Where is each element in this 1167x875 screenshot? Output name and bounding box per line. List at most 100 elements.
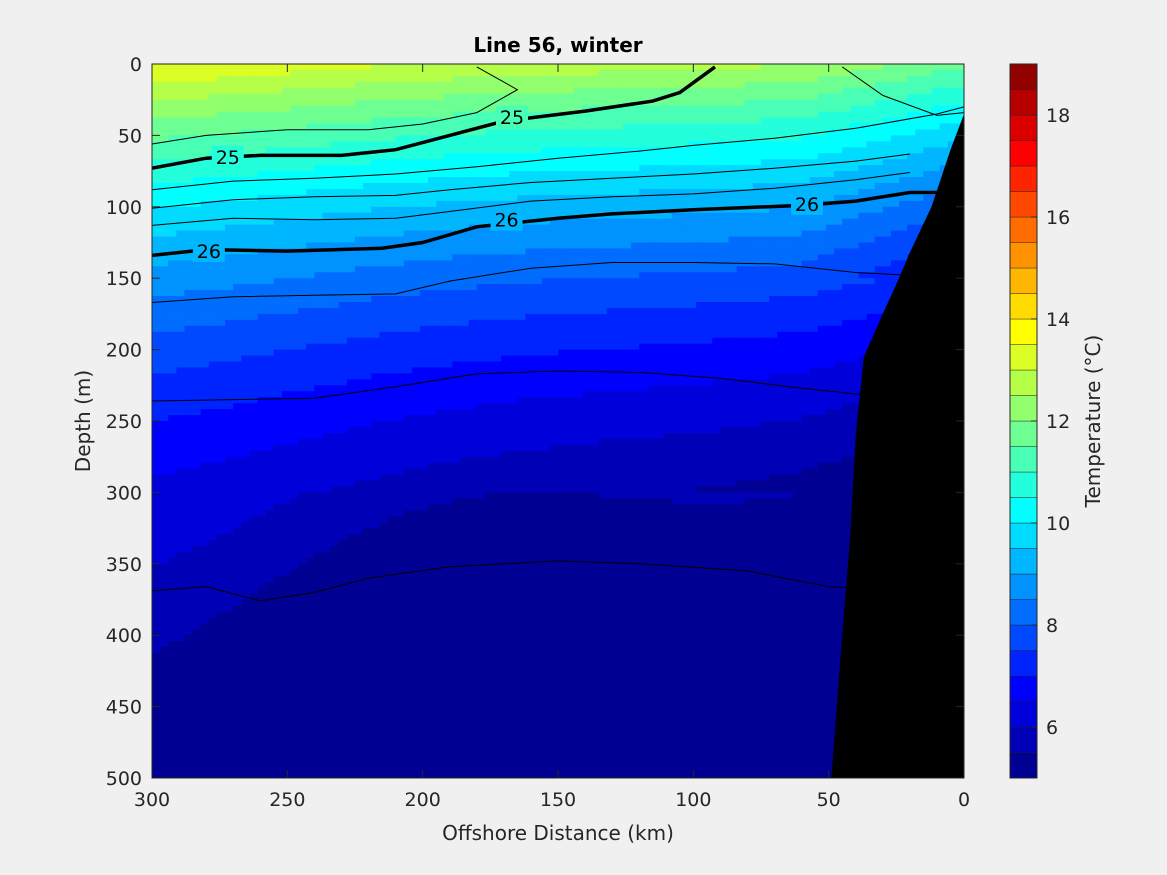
temperature-cell bbox=[444, 325, 454, 333]
temperature-cell bbox=[460, 87, 470, 95]
temperature-cell bbox=[379, 397, 389, 404]
temperature-cell bbox=[241, 629, 251, 636]
temperature-cell bbox=[363, 313, 372, 321]
temperature-cell bbox=[363, 415, 372, 422]
temperature-cell bbox=[403, 373, 413, 380]
temperature-cell bbox=[306, 218, 315, 226]
temperature-cell bbox=[265, 129, 275, 136]
temperature-cell bbox=[411, 480, 421, 488]
temperature-cell bbox=[484, 194, 494, 202]
temperature-cell bbox=[314, 659, 324, 666]
temperature-cell bbox=[346, 456, 356, 464]
temperature-cell bbox=[330, 224, 340, 232]
temperature-cell bbox=[152, 403, 161, 410]
temperature-cell bbox=[387, 296, 397, 303]
temperature-cell bbox=[265, 492, 275, 499]
temperature-cell bbox=[338, 682, 348, 690]
temperature-cell bbox=[387, 682, 397, 690]
temperature-cell bbox=[168, 64, 177, 71]
temperature-cell bbox=[184, 635, 194, 642]
temperature-cell bbox=[452, 557, 462, 565]
temperature-cell bbox=[160, 307, 169, 315]
temperature-cell bbox=[298, 194, 307, 202]
temperature-cell bbox=[290, 522, 299, 529]
temperature-cell bbox=[192, 545, 202, 553]
temperature-cell bbox=[436, 236, 445, 244]
temperature-cell bbox=[257, 724, 267, 731]
temperature-cell bbox=[281, 659, 291, 666]
temperature-cell bbox=[176, 772, 186, 778]
temperature-cell bbox=[200, 135, 210, 142]
temperature-cell bbox=[216, 117, 226, 125]
temperature-cell bbox=[379, 379, 389, 386]
temperature-cell bbox=[419, 421, 429, 428]
temperature-cell bbox=[403, 688, 413, 696]
temperature-cell bbox=[265, 534, 275, 541]
temperature-cell bbox=[403, 367, 413, 374]
temperature-cell bbox=[184, 212, 194, 220]
temperature-cell bbox=[225, 444, 234, 452]
temperature-cell bbox=[208, 498, 218, 505]
temperature-cell bbox=[265, 337, 275, 345]
temperature-cell bbox=[273, 313, 283, 321]
temperature-cell bbox=[314, 296, 324, 303]
temperature-cell bbox=[306, 224, 315, 232]
temperature-cell bbox=[387, 165, 397, 172]
temperature-cell bbox=[298, 426, 307, 434]
temperature-cell bbox=[363, 670, 372, 678]
temperature-cell bbox=[444, 659, 454, 666]
temperature-cell bbox=[184, 236, 194, 244]
temperature-cell bbox=[338, 522, 348, 529]
temperature-cell bbox=[298, 563, 307, 571]
temperature-cell bbox=[233, 272, 242, 279]
temperature-cell bbox=[403, 670, 413, 678]
temperature-cell bbox=[355, 557, 364, 565]
temperature-cell bbox=[428, 194, 437, 202]
temperature-cell bbox=[249, 69, 259, 77]
temperature-cell bbox=[468, 706, 478, 714]
temperature-cell bbox=[322, 69, 332, 77]
temperature-cell bbox=[468, 218, 478, 226]
temperature-cell bbox=[314, 664, 324, 672]
temperature-cell bbox=[160, 230, 169, 238]
temperature-cell bbox=[363, 486, 372, 493]
temperature-cell bbox=[395, 664, 405, 672]
temperature-cell bbox=[371, 438, 380, 446]
temperature-cell bbox=[355, 284, 364, 291]
temperature-cell bbox=[403, 123, 413, 131]
temperature-cell bbox=[265, 165, 275, 172]
temperature-cell bbox=[411, 373, 421, 380]
temperature-cell bbox=[249, 551, 259, 559]
temperature-cell bbox=[476, 462, 486, 470]
temperature-cell bbox=[330, 647, 340, 654]
temperature-cell bbox=[257, 444, 267, 452]
temperature-cell bbox=[363, 224, 372, 232]
temperature-cell bbox=[265, 760, 275, 767]
temperature-cell bbox=[152, 230, 161, 238]
temperature-cell bbox=[411, 730, 421, 737]
temperature-cell bbox=[428, 468, 437, 476]
temperature-cell bbox=[225, 349, 234, 357]
temperature-cell bbox=[306, 474, 315, 482]
temperature-cell bbox=[273, 254, 283, 261]
temperature-cell bbox=[363, 516, 372, 523]
temperature-cell bbox=[298, 760, 307, 767]
temperature-cell bbox=[452, 248, 462, 255]
temperature-cell bbox=[225, 486, 234, 493]
temperature-cell bbox=[184, 260, 194, 267]
temperature-cell bbox=[411, 361, 421, 369]
temperature-cell bbox=[452, 93, 462, 101]
temperature-cell bbox=[200, 587, 210, 595]
temperature-cell bbox=[176, 87, 186, 95]
temperature-cell bbox=[346, 367, 356, 374]
temperature-cell bbox=[338, 593, 348, 601]
temperature-cell bbox=[338, 534, 348, 541]
temperature-cell bbox=[216, 444, 226, 452]
temperature-cell bbox=[257, 147, 267, 154]
temperature-cell bbox=[184, 141, 194, 148]
temperature-cell bbox=[387, 313, 397, 321]
temperature-cell bbox=[444, 706, 454, 714]
temperature-cell bbox=[233, 742, 242, 749]
temperature-cell bbox=[192, 742, 202, 749]
temperature-cell bbox=[176, 599, 186, 607]
